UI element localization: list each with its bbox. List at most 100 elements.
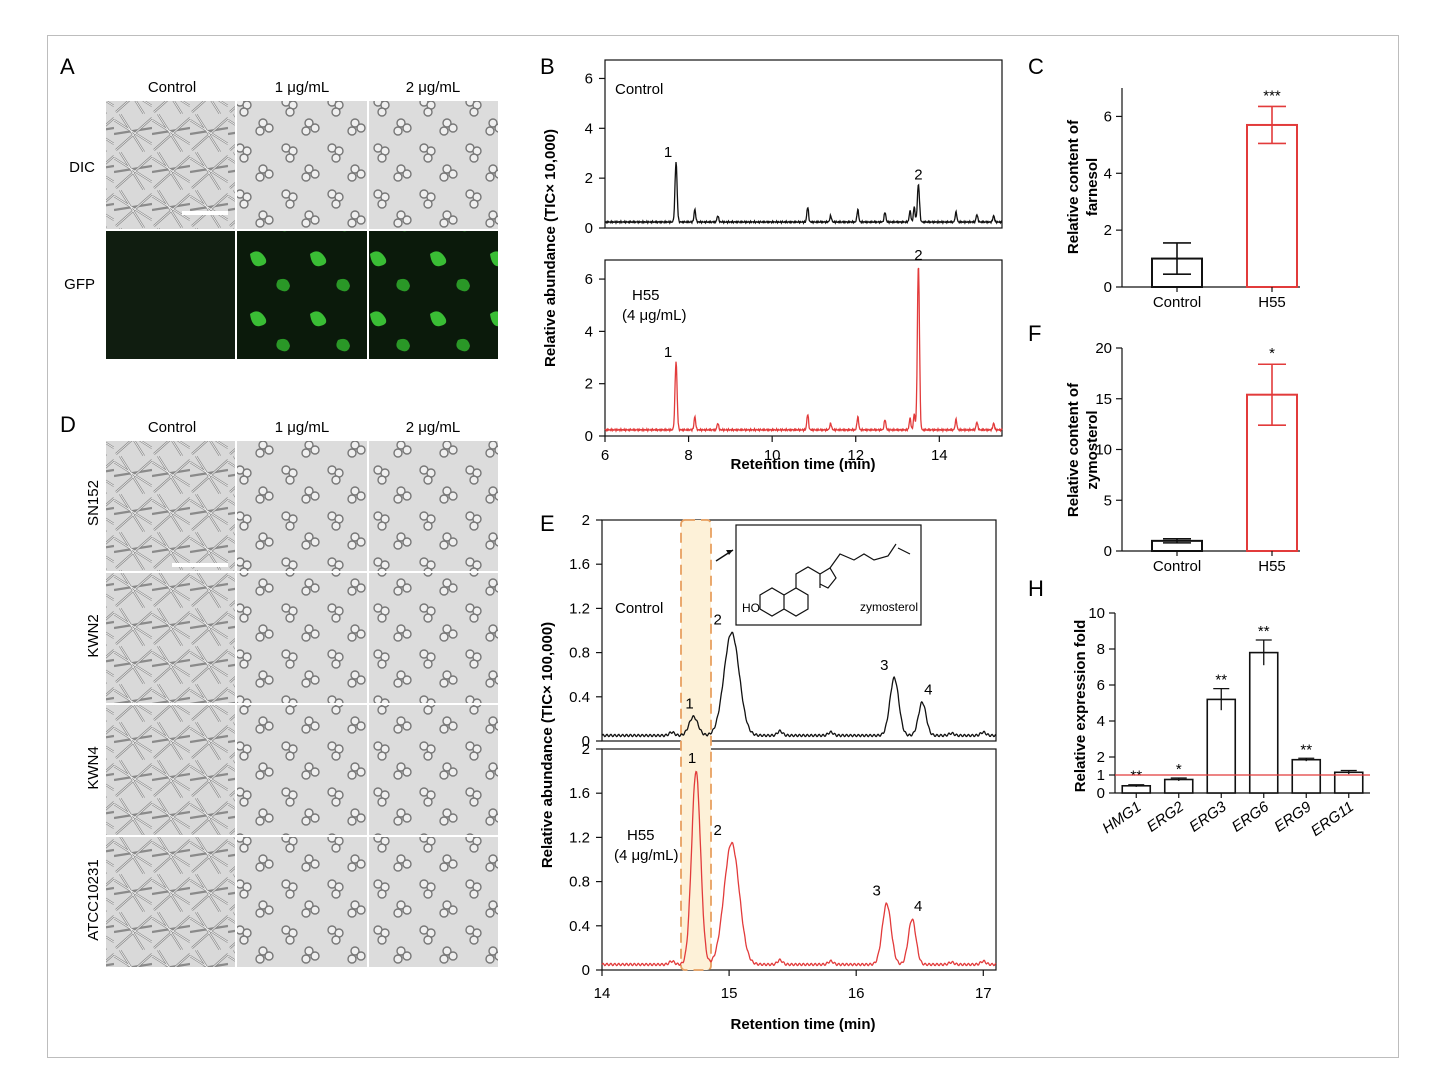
panel-f-xtick-label: Control — [1153, 558, 1201, 575]
panel-b-h55-conc: (4 μg/mL) — [622, 307, 687, 324]
panel-c-significance: *** — [1263, 87, 1281, 104]
panel-b-control-trace — [604, 162, 1003, 225]
panel-d: D Control 1 μg/mL 2 μg/mL SN152 KWN2 KWN… — [60, 412, 498, 967]
panel-h-ytick-label: 4 — [1097, 713, 1105, 730]
micrograph-a-gfp-2ug — [369, 231, 498, 359]
panel-a-col-control: Control — [148, 79, 196, 96]
micrograph-d-kwn4-1ug — [237, 705, 367, 835]
panel-c-ylabel-line1: Relative content of — [1065, 119, 1082, 254]
panel-e-xtick-label: 17 — [975, 985, 992, 1002]
panel-f-xtick-label: H55 — [1258, 558, 1286, 575]
micrograph-d-kwn2-1ug — [237, 573, 367, 703]
panel-e-peak-label: 4 — [914, 898, 922, 915]
panel-f-significance: * — [1269, 345, 1275, 362]
panel-a-row-gfp: GFP — [64, 276, 95, 293]
panel-c-ylabel-line2: farnesol — [1084, 158, 1101, 216]
highlight-box-zymosterol — [680, 519, 712, 971]
panel-e-peak-labels: 1 2 3 4 1 2 3 4 — [685, 612, 932, 915]
panel-c-bar — [1246, 123, 1298, 289]
micrograph-d-atcc-control — [106, 837, 235, 967]
panel-h-bar — [1248, 651, 1279, 794]
panel-h-xtick-label: ERG6 — [1229, 798, 1273, 836]
micrograph-d-kwn2-2ug — [369, 573, 498, 703]
panel-a: A Control 1 μg/mL 2 μg/mL DIC GFP — [60, 54, 498, 359]
panel-h-ylabel: Relative expression fold — [1072, 620, 1089, 793]
panel-f-ytick-label: 20 — [1095, 340, 1112, 357]
panel-h-ytick-label: 0 — [1097, 785, 1105, 802]
panel-b-peak-label: 1 — [664, 344, 672, 361]
panel-b-xtick-label: 6 — [601, 447, 609, 464]
panel-e-ylabel: Relative abundance (TIC× 100,000) — [539, 622, 556, 868]
panel-c-ytick-label: 2 — [1104, 222, 1112, 239]
panel-e-xtick-label: 15 — [721, 985, 738, 1002]
panel-b-xtick-label: 10 — [764, 447, 781, 464]
panel-d-col-1ug: 1 μg/mL — [275, 419, 330, 436]
panel-b-xtick-label: 12 — [847, 447, 864, 464]
panel-a-label: A — [60, 54, 75, 79]
panel-b-h55-trace — [604, 267, 1003, 433]
panel-e-ytick-label: 1.2 — [569, 600, 590, 617]
panel-e-control-trace — [601, 631, 997, 738]
panel-c: C Relative content of farnesol 0 2 4 6 Contr… — [1028, 54, 1300, 311]
panel-e-h55-conc: (4 μg/mL) — [614, 847, 679, 864]
panel-h-significance: ** — [1300, 741, 1312, 758]
panel-h-bar — [1206, 698, 1237, 794]
panel-h-significance: ** — [1130, 768, 1142, 785]
panel-f-ylabel-line1: Relative content of — [1065, 382, 1082, 517]
panel-h-significance: ** — [1215, 672, 1227, 689]
panel-c-xtick-label: H55 — [1258, 294, 1286, 311]
panel-b-peak-label: 2 — [914, 247, 922, 264]
structure-ho-text: HO — [742, 601, 760, 615]
panel-b-peak-labels: 1 2 1 2 — [664, 144, 923, 361]
panel-f-ytick-label: 15 — [1095, 391, 1112, 408]
micrograph-d-sn152-1ug — [237, 441, 367, 571]
panel-b-ylabel: Relative abundance (TIC× 10,000) — [542, 129, 559, 367]
panel-e-peak-label: 2 — [713, 612, 721, 629]
panel-d-row-kwn2: KWN2 — [85, 614, 102, 657]
panel-b: B Control H55 (4 μg/mL) Relative abundan… — [540, 54, 1003, 473]
panel-b-ytick-label: 4 — [585, 323, 593, 340]
panel-e-ytick-label: 1.2 — [569, 829, 590, 846]
panel-d-label: D — [60, 412, 76, 437]
panel-f-ytick-label: 0 — [1104, 543, 1112, 560]
panel-b-ytick-label: 6 — [585, 70, 593, 87]
panel-h-label: H — [1028, 576, 1044, 601]
panel-b-xtick-label: 14 — [931, 447, 948, 464]
panel-h-ytick-label: 10 — [1088, 605, 1105, 622]
panel-h-ytick-label: 1 — [1097, 767, 1105, 784]
panel-d-col-control: Control — [148, 419, 196, 436]
panel-b-h55-axes — [604, 259, 1003, 437]
panel-h-ytick-label: 2 — [1097, 749, 1105, 766]
panel-e-ytick-label: 1.6 — [569, 556, 590, 573]
micrograph-d-kwn2-control — [106, 573, 235, 703]
panel-e-h55-label: H55 — [627, 827, 655, 844]
micrograph-d-atcc-1ug — [237, 837, 367, 967]
panel-b-control-label: Control — [615, 81, 663, 98]
panel-e-h55-trace — [601, 770, 997, 967]
panel-b-ytick-label: 0 — [585, 428, 593, 445]
panel-h-significance: ** — [1258, 623, 1270, 640]
panel-e-ytick-label: 2 — [582, 741, 590, 758]
panel-e-peak-label: 3 — [873, 883, 881, 900]
panel-b-xtick-label: 8 — [684, 447, 692, 464]
micrograph-d-kwn4-2ug — [369, 705, 498, 835]
panel-b-control-axes — [604, 59, 1003, 229]
panel-h-chart: 01246810**HMG1*ERG2**ERG3**ERG6**ERG9ERG… — [1088, 605, 1370, 840]
panel-c-xtick-label: Control — [1153, 294, 1201, 311]
panel-h-xtick-label: ERG3 — [1186, 798, 1230, 836]
micrograph-d-atcc-2ug — [369, 837, 498, 967]
panel-e-peak-label: 4 — [924, 681, 932, 698]
panel-e-xlabel: Retention time (min) — [731, 1016, 876, 1033]
panel-f-label: F — [1028, 321, 1041, 346]
panel-e-peak-label: 2 — [713, 822, 721, 839]
panel-b-ytick-label: 2 — [585, 376, 593, 393]
panel-e-ytick-label: 0 — [582, 962, 590, 979]
panel-e-peak-label: 1 — [688, 750, 696, 767]
micrograph-d-sn152-2ug — [369, 441, 498, 571]
panel-f-ytick-label: 5 — [1104, 492, 1112, 509]
micrograph-a-gfp-control — [106, 231, 235, 359]
panel-h: H Relative expression fold 012 4 6 8 10 ** HMG… — [1028, 576, 1370, 840]
panel-e-control-axes — [601, 519, 997, 742]
